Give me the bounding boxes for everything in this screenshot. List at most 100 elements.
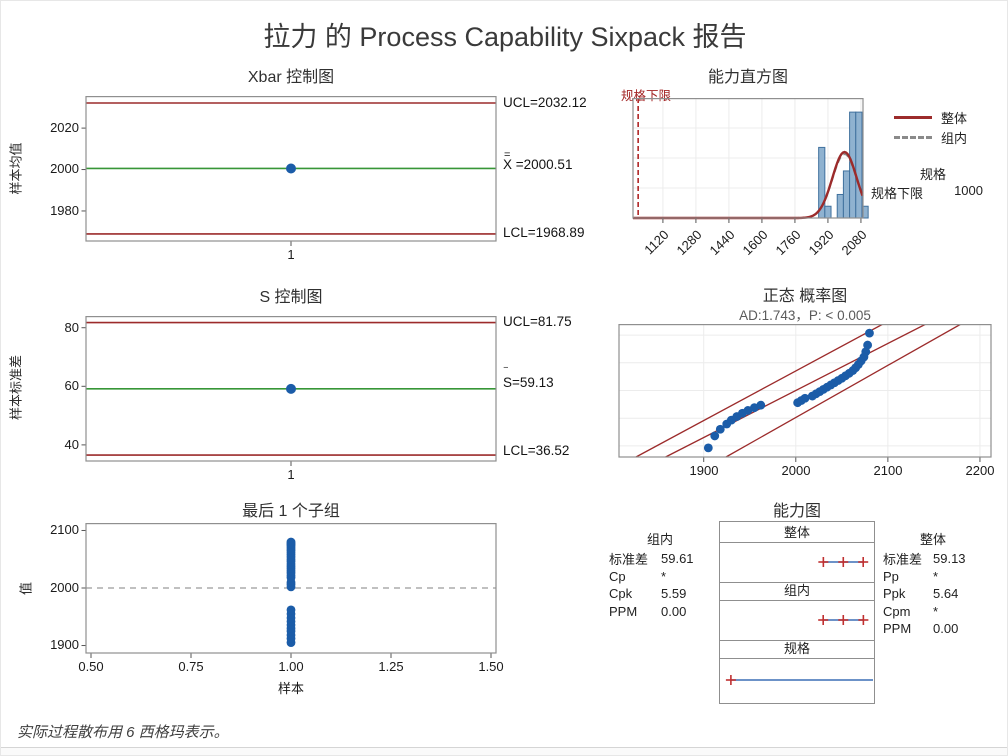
last-subgroup-x-label: 样本	[277, 681, 304, 696]
probability-points	[703, 328, 874, 453]
histogram-plot	[632, 98, 869, 223]
within-line-sample	[894, 135, 932, 139]
plot-frame	[85, 523, 497, 654]
divider	[720, 582, 874, 583]
capability-panel-header-overall: 整体	[783, 525, 810, 540]
histogram-bar	[836, 193, 844, 219]
stat-row: 标准差 59.13	[883, 551, 966, 568]
s-chart-title: S 控制图	[259, 289, 323, 306]
within-stats-block: 组内 标准差 59.61 Cp * Cpk 5.59 PPM 0.00	[609, 529, 711, 620]
data-point	[710, 431, 720, 441]
stat-row: Cpk 5.59	[609, 586, 687, 602]
s-y-tick: 80	[64, 320, 79, 335]
overall-stats-header: 整体	[919, 532, 946, 547]
last-subgroup-plot	[81, 523, 497, 658]
xbar-ucl-label: UCL=2032.12	[503, 95, 587, 110]
xbar-y-axis-label: 样本均值	[8, 142, 24, 195]
histogram-bar	[855, 111, 863, 219]
s-chart-plot	[81, 316, 497, 466]
s-y-axis-label: 样本标准差	[8, 355, 24, 421]
capability-plot-box: 整体 组内 规格	[719, 521, 875, 704]
data-point	[715, 424, 725, 434]
subgroup-point	[286, 383, 296, 394]
spec-label: 规格下限	[871, 186, 924, 201]
stat-row: PPM 0.00	[883, 621, 959, 637]
confidence-band-upper	[725, 324, 962, 458]
xbar-mean-label: = X =2000.51	[503, 149, 573, 172]
s-lcl-label: LCL=36.52	[503, 443, 570, 458]
stat-row: 标准差 59.61	[609, 551, 694, 568]
plot-frame	[632, 98, 864, 219]
spec-value: 1000	[954, 183, 983, 198]
s-y-tick: 40	[64, 437, 79, 452]
s-ucl-label: UCL=81.75	[503, 314, 572, 329]
data-point	[863, 340, 873, 350]
last-x-tick: 1.00	[278, 659, 304, 674]
data-point	[756, 400, 766, 410]
prob-plot-subtitle: AD:1.743，P: < 0.005	[739, 308, 871, 323]
last-x-tick: 0.50	[78, 659, 104, 674]
prob-plot-title: 正态 概率图	[762, 288, 848, 305]
legend-item-within: 组内	[894, 128, 967, 146]
confidence-band-lower	[635, 324, 884, 458]
capability-plot-title: 能力图	[772, 503, 821, 520]
page-bottom-edge	[1, 747, 1007, 755]
divider	[720, 542, 874, 543]
xbar-mean-symbol: = X	[503, 149, 513, 172]
s-mean-label: ‾ S=59.13	[503, 367, 554, 390]
s-x-tick: 1	[287, 467, 295, 482]
subgroup-point	[286, 163, 296, 174]
legend-item-overall: 整体	[894, 108, 967, 126]
divider	[720, 640, 874, 641]
xbar-x-tick: 1	[287, 247, 295, 262]
report-title: 拉力 的 Process Capability Sixpack 报告	[263, 22, 747, 52]
last-y-tick: 1900	[50, 637, 79, 652]
prob-x-tick: 2000	[781, 463, 811, 478]
data-point	[865, 328, 874, 338]
last-x-tick: 1.50	[478, 659, 504, 674]
plot-frame	[85, 96, 497, 242]
xbar-lcl-label: LCL=1968.89	[503, 225, 585, 240]
last-subgroup-title: 最后 1 个子组	[242, 503, 340, 520]
prob-x-tick: 1900	[689, 463, 719, 478]
histogram-bar	[842, 170, 851, 219]
data-point	[286, 537, 296, 547]
plot-frame	[618, 324, 992, 458]
prob-x-tick: 2100	[873, 463, 903, 478]
within-stats-header: 组内	[646, 532, 673, 547]
spec-row: 规格下限 1000	[871, 183, 983, 202]
spec-header: 规格	[919, 167, 946, 182]
data-point	[800, 393, 810, 403]
data-point	[286, 605, 296, 615]
footnote: 实际过程散布用 6 西格玛表示。	[17, 724, 229, 741]
stat-row: Pp *	[883, 568, 939, 584]
stat-row: Cpm *	[883, 603, 939, 619]
prob-x-tick: 2200	[965, 463, 995, 478]
stat-row: Cp *	[609, 568, 667, 584]
subgroup-points	[286, 537, 296, 648]
last-y-tick: 2100	[50, 522, 79, 537]
xbar-y-tick: 2000	[50, 161, 79, 176]
stat-row: Ppk 5.64	[883, 586, 959, 602]
s-mean-symbol: ‾ S	[503, 367, 513, 390]
fit-line	[665, 324, 927, 458]
capability-panel-header-within: 组内	[783, 583, 810, 598]
divider	[720, 600, 874, 601]
overall-line-sample	[894, 115, 932, 119]
histogram-bar	[861, 205, 869, 219]
divider	[720, 658, 874, 659]
histogram-bar	[824, 205, 832, 219]
xbar-y-tick: 1980	[50, 203, 79, 218]
capability-intervals	[725, 557, 873, 685]
stat-row: PPM 0.00	[609, 603, 687, 619]
overall-stats-block: 整体 标准差 59.13 Pp * Ppk 5.64 Cpm * PPM 0.00	[883, 529, 983, 638]
s-y-tick: 60	[64, 378, 79, 393]
capability-panel-header-specs: 规格	[783, 641, 810, 656]
xbar-chart-title: Xbar 控制图	[247, 69, 335, 86]
last-x-tick: 1.25	[378, 659, 404, 674]
data-point	[703, 443, 713, 453]
prob-plot	[618, 324, 992, 462]
xbar-chart-plot	[81, 96, 497, 246]
xbar-y-tick: 2020	[50, 120, 79, 135]
